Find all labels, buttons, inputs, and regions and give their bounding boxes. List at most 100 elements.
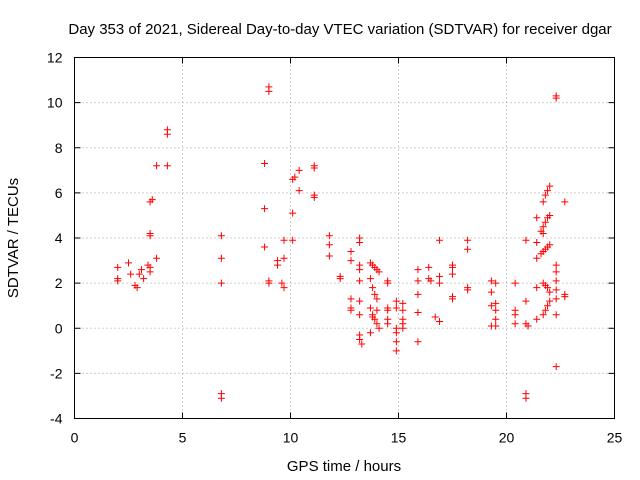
- data-point: [552, 311, 560, 319]
- data-point: [133, 284, 141, 292]
- data-point: [399, 324, 407, 332]
- data-point: [265, 277, 273, 285]
- x-tick-label: 20: [499, 430, 515, 446]
- data-point: [356, 266, 364, 274]
- data-point: [371, 290, 379, 298]
- y-tick-label: -2: [50, 365, 63, 381]
- y-tick-label: 4: [55, 230, 63, 246]
- data-point: [291, 173, 299, 181]
- x-axis-label: GPS time / hours: [287, 458, 401, 475]
- data-point: [347, 257, 355, 265]
- data-point: [325, 252, 333, 260]
- data-point: [358, 340, 366, 348]
- data-point: [295, 166, 303, 174]
- data-point: [464, 245, 472, 253]
- grid: [74, 57, 615, 419]
- data-point: [399, 306, 407, 314]
- data-point: [369, 313, 377, 321]
- data-point: [146, 229, 154, 237]
- plot-frame: [74, 57, 615, 419]
- data-point: [392, 347, 400, 355]
- data-point: [544, 187, 552, 195]
- data-point: [261, 243, 269, 251]
- data-point: [487, 302, 495, 310]
- data-point: [369, 284, 377, 292]
- data-point: [278, 279, 286, 287]
- data-point: [449, 263, 456, 271]
- data-point: [487, 277, 495, 285]
- data-point: [492, 322, 500, 330]
- data-point: [464, 286, 472, 294]
- data-point: [280, 284, 288, 292]
- y-tick-label: 8: [55, 140, 63, 156]
- data-point: [347, 248, 355, 256]
- data-point: [356, 311, 364, 319]
- data-point: [449, 295, 456, 303]
- data-point: [414, 338, 422, 346]
- data-point: [533, 284, 541, 292]
- data-point: [153, 162, 161, 170]
- data-point: [522, 297, 530, 305]
- data-point: [539, 311, 547, 319]
- data-point: [546, 288, 554, 296]
- data-point: [492, 279, 500, 287]
- data-point: [310, 193, 318, 201]
- data-point: [552, 268, 560, 276]
- data-point: [552, 94, 560, 102]
- data-point: [373, 295, 381, 303]
- data-point: [399, 299, 407, 307]
- y-tick-label: 10: [47, 95, 63, 111]
- data-point: [524, 322, 532, 330]
- data-point: [217, 232, 225, 240]
- data-point: [544, 302, 552, 310]
- x-tick-label: 10: [283, 430, 299, 446]
- data-point: [137, 266, 145, 274]
- data-point: [135, 270, 143, 278]
- data-point: [261, 205, 269, 213]
- data-point: [217, 254, 225, 262]
- data-point: [414, 308, 422, 316]
- data-point: [539, 229, 547, 237]
- data-point: [148, 196, 156, 204]
- x-tick-label: 15: [391, 430, 407, 446]
- data-point: [114, 263, 122, 271]
- data-point: [153, 254, 161, 262]
- data-point: [492, 315, 500, 323]
- data-point: [546, 211, 554, 219]
- data-point: [552, 261, 560, 269]
- data-point: [356, 297, 364, 305]
- data-point: [347, 306, 355, 314]
- data-point: [552, 363, 560, 371]
- data-point: [561, 293, 569, 301]
- data-point: [533, 239, 541, 247]
- data-point: [425, 263, 433, 271]
- axis-tick-labels: 0 5 10 15 20 25 -4 -2 0 2 4 6 8 10 12: [47, 50, 623, 446]
- y-tick-label: 0: [55, 320, 63, 336]
- data-point: [217, 279, 225, 287]
- data-point: [384, 279, 392, 287]
- chart-title: Day 353 of 2021, Sidereal Day-to-day VTE…: [68, 21, 611, 38]
- data-point: [356, 336, 364, 344]
- data-point: [427, 277, 435, 285]
- data-point: [541, 306, 549, 314]
- data-point: [289, 236, 297, 244]
- data-point: [546, 182, 554, 190]
- data-point: [356, 239, 364, 247]
- data-point: [127, 270, 135, 278]
- data-point: [384, 320, 392, 328]
- data-point: [356, 277, 364, 285]
- data-point: [546, 297, 554, 305]
- data-point: [533, 315, 541, 323]
- data-point: [511, 311, 519, 319]
- data-point: [163, 126, 171, 134]
- data-point: [366, 304, 374, 312]
- data-point: [414, 277, 422, 285]
- data-point: [336, 275, 344, 283]
- y-tick-label: 6: [55, 185, 63, 201]
- data-point: [546, 241, 554, 249]
- data-point: [436, 236, 444, 244]
- data-point: [552, 286, 560, 294]
- data-point: [522, 394, 530, 402]
- data-point: [217, 394, 225, 402]
